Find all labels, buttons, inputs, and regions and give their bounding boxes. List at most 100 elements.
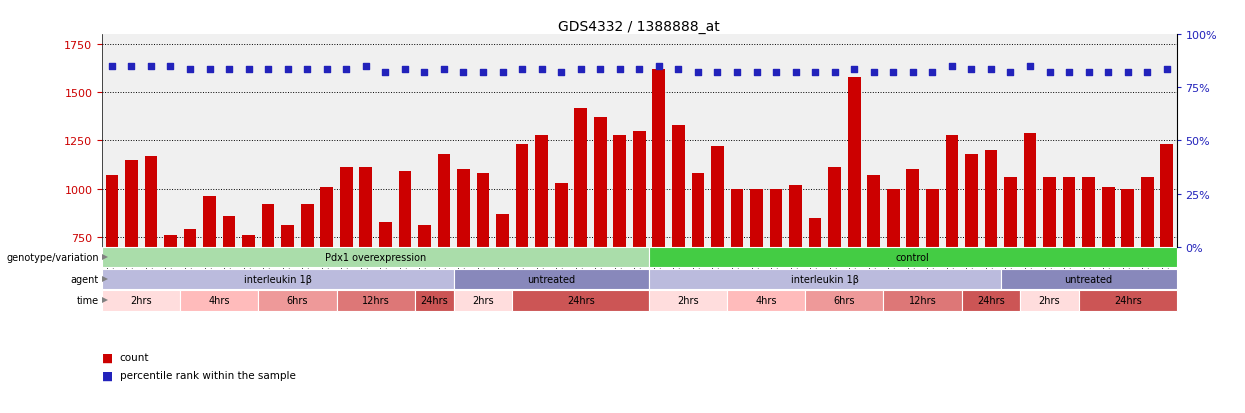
Bar <box>1160 145 1173 382</box>
Text: 24hrs: 24hrs <box>977 296 1005 306</box>
Point <box>376 69 396 76</box>
Bar <box>415 290 453 311</box>
Text: 2hrs: 2hrs <box>677 296 698 306</box>
Text: 24hrs: 24hrs <box>1114 296 1142 306</box>
Point <box>102 64 122 70</box>
Point <box>552 69 571 76</box>
Bar <box>614 135 626 382</box>
Point <box>219 66 239 73</box>
Bar <box>184 230 197 382</box>
Text: percentile rank within the sample: percentile rank within the sample <box>120 370 295 380</box>
Point <box>141 64 161 70</box>
Bar <box>1079 290 1177 311</box>
Bar <box>649 290 727 311</box>
Bar <box>961 290 1020 311</box>
Bar <box>1023 133 1036 382</box>
Bar <box>102 290 181 311</box>
Text: untreated: untreated <box>1064 274 1113 284</box>
Point <box>727 69 747 76</box>
Bar <box>497 214 509 382</box>
Point <box>453 69 473 76</box>
Text: 4hrs: 4hrs <box>756 296 777 306</box>
Point <box>278 66 298 73</box>
Bar <box>965 154 977 382</box>
Bar <box>181 290 259 311</box>
Bar <box>828 168 842 382</box>
Bar <box>789 185 802 382</box>
Bar <box>513 290 649 311</box>
Bar <box>848 78 860 382</box>
Point <box>610 66 630 73</box>
Bar <box>535 135 548 382</box>
Point <box>415 69 435 76</box>
Text: control: control <box>896 253 930 263</box>
Bar <box>477 174 489 382</box>
Bar <box>751 189 763 382</box>
Point <box>336 66 356 73</box>
Point <box>1098 69 1118 76</box>
Bar <box>886 189 900 382</box>
Bar <box>1001 269 1177 289</box>
Bar <box>203 197 215 382</box>
Bar <box>985 151 997 382</box>
Point <box>1001 69 1021 76</box>
Bar <box>164 235 177 382</box>
Bar <box>418 226 431 382</box>
Point <box>747 69 767 76</box>
Point <box>532 66 552 73</box>
Text: 24hrs: 24hrs <box>421 296 448 306</box>
Bar <box>1140 178 1154 382</box>
Point <box>435 66 454 73</box>
Bar <box>102 248 649 268</box>
Bar <box>1005 178 1017 382</box>
Bar <box>727 290 806 311</box>
Point <box>1157 66 1177 73</box>
Point <box>395 66 415 73</box>
Bar <box>281 226 294 382</box>
Point <box>903 69 923 76</box>
Point <box>122 64 142 70</box>
Bar <box>649 269 1001 289</box>
Bar <box>259 290 336 311</box>
Bar <box>769 189 782 382</box>
Text: 6hrs: 6hrs <box>834 296 855 306</box>
Text: interleukin 1β: interleukin 1β <box>244 274 312 284</box>
Bar <box>261 205 274 382</box>
Point <box>786 69 806 76</box>
Bar <box>711 147 723 382</box>
Bar <box>1020 290 1079 311</box>
Bar <box>632 131 646 382</box>
Text: 2hrs: 2hrs <box>1038 296 1061 306</box>
Text: 12hrs: 12hrs <box>909 296 936 306</box>
Bar <box>1082 178 1094 382</box>
Point <box>864 69 884 76</box>
Bar <box>398 172 411 382</box>
Point <box>199 66 219 73</box>
Text: 4hrs: 4hrs <box>209 296 230 306</box>
Text: 2hrs: 2hrs <box>472 296 494 306</box>
Text: interleukin 1β: interleukin 1β <box>791 274 859 284</box>
Bar <box>926 189 939 382</box>
Point <box>239 66 259 73</box>
Bar <box>1043 178 1056 382</box>
Text: ■: ■ <box>102 368 113 382</box>
Point <box>590 66 610 73</box>
Point <box>1078 69 1098 76</box>
Point <box>630 66 650 73</box>
Bar <box>884 290 961 311</box>
Point <box>161 64 181 70</box>
Point <box>298 66 317 73</box>
Bar <box>945 135 959 382</box>
Bar <box>360 168 372 382</box>
Point <box>1040 69 1059 76</box>
Bar <box>1102 188 1114 382</box>
Point <box>512 66 532 73</box>
Point <box>688 69 708 76</box>
Bar <box>106 176 118 382</box>
Point <box>1118 69 1138 76</box>
Point <box>1020 64 1040 70</box>
Point <box>923 69 942 76</box>
Bar <box>336 290 415 311</box>
Text: 12hrs: 12hrs <box>362 296 390 306</box>
Title: GDS4332 / 1388888_at: GDS4332 / 1388888_at <box>559 20 720 34</box>
